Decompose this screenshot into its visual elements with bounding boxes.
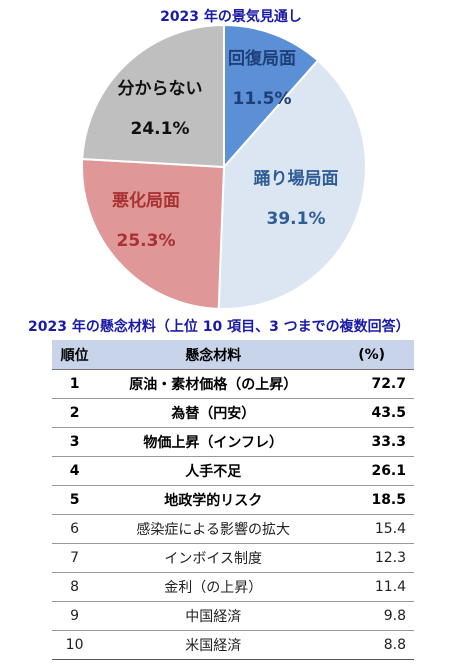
pie-slice-value: 24.1%: [131, 119, 190, 139]
item-cell: 感染症による影響の拡大: [97, 514, 330, 544]
pct-cell: 9.8: [329, 601, 414, 631]
pie-slice-label: 悪化局面: [112, 190, 180, 211]
pie-slice: [81, 24, 225, 169]
pct-cell: 72.7: [329, 369, 414, 399]
pie-slice: [217, 59, 367, 310]
rank-cell: 1: [52, 369, 98, 399]
table-row: 3 物価上昇（インフレ） 33.3: [52, 427, 414, 457]
pie-chart: 回復局面 11.5% 踊り場局面 39.1% 悪化局面 25.3% 分からない 24.1%: [81, 24, 367, 310]
table-row: 9 中国経済 9.8: [52, 601, 414, 631]
header-item: 懸念材料: [97, 340, 330, 370]
pie-slice-value: 25.3%: [117, 231, 176, 251]
pie-slice-label: 踊り場局面: [254, 169, 339, 189]
rank-cell: 9: [52, 601, 98, 631]
table-row: 10 米国経済 8.8: [52, 630, 414, 660]
table-header-row: 順位 懸念材料 (%): [52, 340, 414, 370]
table-row: 5 地政学的リスク 18.5: [52, 485, 414, 515]
item-cell: 中国経済: [97, 601, 330, 631]
pie-slice-label: 分からない: [118, 79, 203, 99]
pie-slice: [223, 24, 320, 170]
table-row: 2 為替（円安） 43.5: [52, 398, 414, 428]
rank-cell: 5: [52, 485, 98, 515]
pct-cell: 11.4: [329, 572, 414, 602]
header-pct: (%): [329, 340, 414, 370]
pie-slice-value: 39.1%: [267, 209, 326, 229]
pct-cell: 33.3: [329, 427, 414, 457]
rank-cell: 3: [52, 427, 98, 457]
rank-cell: 2: [52, 398, 98, 428]
rank-cell: 4: [52, 456, 98, 486]
rank-cell: 7: [52, 543, 98, 573]
pct-cell: 43.5: [329, 398, 414, 428]
item-cell: 物価上昇（インフレ）: [97, 427, 330, 457]
item-cell: インボイス制度: [97, 543, 330, 573]
pct-cell: 8.8: [329, 630, 414, 660]
item-cell: 米国経済: [97, 630, 330, 660]
pct-cell: 26.1: [329, 456, 414, 486]
table-row: 1 原油・素材価格（の上昇） 72.7: [52, 369, 414, 399]
rank-cell: 8: [52, 572, 98, 602]
table-row: 4 人手不足 26.1: [52, 456, 414, 486]
rank-cell: 10: [52, 630, 98, 660]
item-cell: 地政学的リスク: [97, 485, 330, 515]
header-rank: 順位: [52, 340, 98, 370]
pct-cell: 15.4: [329, 514, 414, 544]
pct-cell: 18.5: [329, 485, 414, 515]
item-cell: 人手不足: [97, 456, 330, 486]
table-row: 7 インボイス制度 12.3: [52, 543, 414, 573]
table-body: 1 原油・素材価格（の上昇） 72.7 2 為替（円安） 43.5 3 物価上昇（インフレ） 3…: [52, 369, 414, 660]
concerns-table: 順位 懸念材料 (%) 1 原油・素材価格（の上昇） 72.7 2 為替（円安） 43.5…: [52, 340, 414, 660]
item-cell: 金利（の上昇）: [97, 572, 330, 602]
pie-slice-value: 11.5%: [233, 89, 292, 109]
pct-cell: 12.3: [329, 543, 414, 573]
table-row: 8 金利（の上昇） 11.4: [52, 572, 414, 602]
item-cell: 為替（円安）: [97, 398, 330, 428]
item-cell: 原油・素材価格（の上昇）: [97, 369, 330, 399]
pie-chart-title: 2023 年の景気見通し: [160, 9, 302, 25]
table-title: 2023 年の懸念材料（上位 10 項目、3 つまでの複数回答）: [28, 319, 410, 335]
rank-cell: 6: [52, 514, 98, 544]
pie-slice: [81, 157, 226, 310]
table-row: 6 感染症による影響の拡大 15.4: [52, 514, 414, 544]
pie-slice-label: 回復局面: [228, 48, 296, 69]
